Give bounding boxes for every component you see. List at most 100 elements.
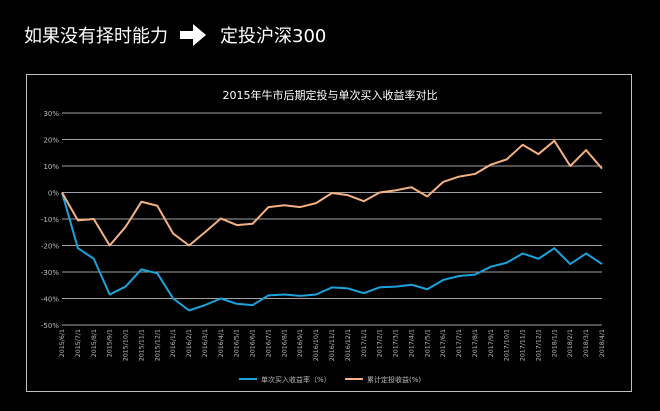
data-point — [570, 165, 571, 166]
legend-label: 单次买入收益率（%） — [261, 375, 331, 384]
x-tick-label: 2016/2/1 — [186, 329, 193, 357]
x-tick-label: 2015/7/1 — [75, 329, 82, 357]
x-tick-label: 2015/6/1 — [59, 329, 66, 357]
x-tick-label: 2016/12/1 — [345, 329, 352, 361]
data-point — [506, 159, 507, 160]
data-point — [458, 275, 459, 276]
data-point — [411, 284, 412, 285]
data-point — [188, 310, 189, 311]
data-point — [474, 274, 475, 275]
y-tick-label: -30% — [41, 269, 59, 277]
x-tick-label: 2016/7/1 — [265, 329, 272, 357]
data-point — [252, 305, 253, 306]
x-tick-label: 2017/10/1 — [504, 329, 511, 361]
x-tick-label: 2016/8/1 — [281, 329, 288, 357]
data-point — [157, 205, 158, 206]
y-tick-label: -10% — [41, 216, 59, 224]
line-chart: 2015年牛市后期定投与单次买入收益率对比 30% 20% 10% 0% -10% -20%… — [41, 88, 606, 384]
data-point — [586, 253, 587, 254]
data-point — [443, 181, 444, 182]
data-point — [331, 287, 332, 288]
data-point — [316, 294, 317, 295]
x-tick-label: 2016/6/1 — [250, 329, 257, 357]
x-tick-label: 2018/1/1 — [551, 329, 558, 357]
x-tick-label: 2017/2/1 — [377, 329, 384, 357]
x-tick-label: 2015/12/1 — [154, 329, 161, 361]
data-point — [554, 248, 555, 249]
data-point — [363, 201, 364, 202]
data-point — [458, 176, 459, 177]
x-tick-label: 2015/11/1 — [138, 329, 145, 361]
data-point — [395, 286, 396, 287]
x-tick-label: 2017/4/1 — [408, 329, 415, 357]
data-point — [538, 153, 539, 154]
data-point — [236, 224, 237, 225]
x-tick-label: 2018/2/1 — [567, 329, 574, 357]
y-tick-label: 30% — [43, 110, 59, 118]
data-point — [93, 218, 94, 219]
data-point — [522, 253, 523, 254]
x-tick-label: 2017/1/1 — [361, 329, 368, 357]
data-point — [141, 269, 142, 270]
legend-label: 累计定投收益(%) — [367, 375, 421, 384]
x-tick-label: 2018/3/1 — [583, 329, 590, 357]
x-tick-label: 2017/8/1 — [472, 329, 479, 357]
y-tick-label: 20% — [43, 137, 59, 145]
x-tick-label: 2015/8/1 — [91, 329, 98, 357]
x-tick-label: 2016/3/1 — [202, 329, 209, 357]
y-tick-label: -20% — [41, 243, 59, 251]
slide-heading: 如果没有择时能力 定投沪深300 — [24, 20, 326, 50]
data-point — [379, 192, 380, 193]
x-tick-label: 2017/11/1 — [520, 329, 527, 361]
data-point — [347, 288, 348, 289]
data-point — [61, 192, 62, 193]
x-tick-label: 2015/9/1 — [107, 329, 114, 357]
x-tick-label: 2017/6/1 — [440, 329, 447, 357]
x-tick-label: 2017/3/1 — [393, 329, 400, 357]
data-point — [220, 218, 221, 219]
x-tick-label: 2015/10/1 — [123, 329, 130, 361]
data-point — [300, 206, 301, 207]
series-line-1 — [61, 192, 603, 312]
data-point — [77, 248, 78, 249]
data-point — [236, 303, 237, 304]
data-point — [538, 258, 539, 259]
data-point — [125, 286, 126, 287]
y-tick-label: -40% — [41, 296, 59, 304]
data-point — [411, 187, 412, 188]
data-point — [141, 201, 142, 202]
x-tick-label: 2016/1/1 — [170, 329, 177, 357]
data-point — [427, 289, 428, 290]
data-point — [220, 298, 221, 299]
data-point — [443, 279, 444, 280]
y-tick-label: -50% — [41, 322, 59, 330]
data-point — [554, 140, 555, 141]
data-point — [284, 294, 285, 295]
data-point — [395, 190, 396, 191]
data-point — [157, 273, 158, 274]
data-point — [601, 263, 602, 264]
chart-frame: 2015年牛市后期定投与单次买入收益率对比 30% 20% 10% 0% -10% -20%… — [26, 74, 632, 392]
data-point — [379, 287, 380, 288]
data-point — [490, 266, 491, 267]
data-point — [363, 293, 364, 294]
chart-title: 2015年牛市后期定投与单次买入收益率对比 — [223, 88, 438, 102]
data-point — [506, 262, 507, 263]
y-tick-label: 0% — [48, 190, 59, 198]
x-tick-label: 2017/9/1 — [488, 329, 495, 357]
heading-right-text: 定投沪深300 — [220, 26, 327, 47]
data-point — [427, 196, 428, 197]
x-tick-label: 2016/11/1 — [329, 329, 336, 361]
data-point — [570, 263, 571, 264]
data-point — [347, 195, 348, 196]
data-point — [77, 220, 78, 221]
data-point — [93, 258, 94, 259]
x-tick-label: 2016/5/1 — [234, 329, 241, 357]
x-tick-label: 2016/4/1 — [218, 329, 225, 357]
x-tick-label: 2016/9/1 — [297, 329, 304, 357]
data-point — [601, 168, 602, 169]
series-line-2 — [61, 139, 603, 247]
x-tick-label: 2017/7/1 — [456, 329, 463, 357]
data-point — [125, 226, 126, 227]
data-point — [109, 245, 110, 246]
